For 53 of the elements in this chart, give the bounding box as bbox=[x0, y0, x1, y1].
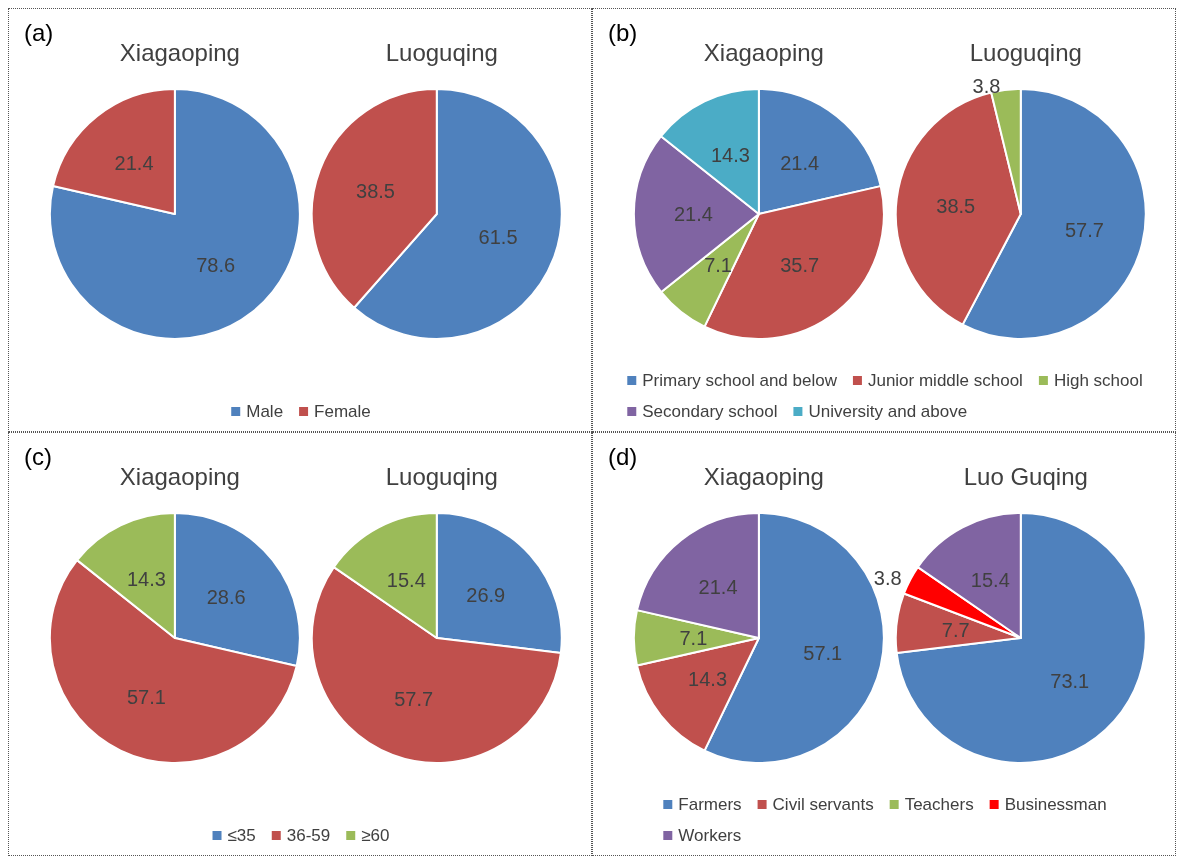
legend-label: Civil servants bbox=[772, 795, 874, 814]
data-label: 57.1 bbox=[126, 686, 166, 708]
data-label: 57.7 bbox=[394, 688, 434, 711]
data-label: 21.4 bbox=[114, 151, 154, 174]
legend-label: Teachers bbox=[904, 795, 974, 814]
legend-label: ≥60 bbox=[361, 826, 390, 845]
legend-label: Workers bbox=[678, 826, 742, 845]
data-label: 15.4 bbox=[970, 569, 1010, 592]
data-label: 61.5 bbox=[478, 226, 518, 249]
legend-label: Farmers bbox=[678, 795, 742, 814]
data-label: 7.1 bbox=[679, 626, 708, 649]
legend-label: Secondary school bbox=[642, 402, 778, 421]
slice-label: Luoguqing bbox=[385, 38, 498, 66]
slice-label: Luoguqing bbox=[385, 462, 498, 490]
data-label: 14.3 bbox=[710, 144, 750, 167]
data-label: 21.4 bbox=[673, 203, 713, 226]
data-label: 7.1 bbox=[704, 254, 732, 277]
data-label: 28.6 bbox=[206, 586, 246, 609]
legend-label: 36-59 bbox=[286, 826, 331, 845]
data-label: 38.5 bbox=[936, 194, 976, 217]
slice-label: Luoguqing bbox=[969, 38, 1082, 66]
legend-label: University and above bbox=[808, 402, 968, 421]
legend-label: Businessman bbox=[1004, 795, 1107, 814]
data-label: 73.1 bbox=[1050, 670, 1090, 693]
legend-label: Primary school and below bbox=[642, 371, 838, 390]
data-label: 57.1 bbox=[803, 641, 843, 664]
slice-label: Xiagaoping bbox=[119, 462, 240, 490]
data-label: 7.7 bbox=[941, 618, 970, 641]
slice-label: Xiagaoping bbox=[119, 38, 240, 66]
legend-label: Male bbox=[246, 402, 284, 421]
legend-label: High school bbox=[1053, 371, 1143, 390]
data-label: 38.5 bbox=[356, 179, 395, 202]
data-label: 78.6 bbox=[196, 254, 236, 277]
legend-label: Junior middle school bbox=[867, 371, 1023, 390]
text: (a) bbox=[24, 18, 54, 46]
data-label: 21.4 bbox=[698, 575, 738, 598]
data-label: 14.3 bbox=[126, 568, 166, 590]
text: (c) bbox=[24, 442, 52, 470]
data-label: 3.8 bbox=[972, 74, 1001, 97]
data-label: 15.4 bbox=[386, 569, 426, 592]
legend-label: ≤35 bbox=[227, 826, 256, 845]
data-label: 21.4 bbox=[780, 151, 820, 174]
slice-label: Xiagaoping bbox=[703, 462, 824, 490]
slice-label: Xiagaoping bbox=[703, 38, 824, 66]
data-label: 35.7 bbox=[780, 254, 820, 277]
text: (b) bbox=[608, 18, 638, 46]
data-label: 57.7 bbox=[1064, 218, 1104, 241]
data-label: 26.9 bbox=[466, 583, 506, 606]
data-label: 3.8 bbox=[873, 567, 902, 589]
text: (d) bbox=[608, 442, 638, 470]
data-label: 14.3 bbox=[688, 667, 728, 690]
legend-label: Female bbox=[314, 402, 371, 421]
slice-label: Luo Guqing bbox=[963, 462, 1088, 490]
